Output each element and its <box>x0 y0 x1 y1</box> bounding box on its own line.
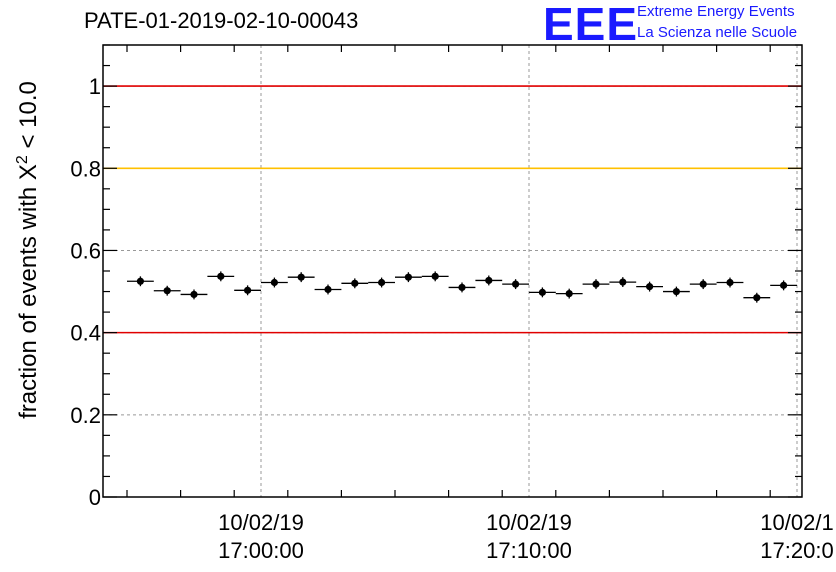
data-marker <box>217 272 225 280</box>
data-marker <box>297 273 305 281</box>
data-marker <box>726 278 734 287</box>
data-point <box>153 285 181 296</box>
data-marker <box>646 283 654 291</box>
data-point <box>770 280 797 291</box>
data-point <box>502 279 529 290</box>
data-marker <box>136 277 144 285</box>
data-point <box>689 279 717 290</box>
data-point <box>314 284 342 295</box>
x-tick-label-date: 10/02/19 <box>486 510 572 535</box>
data-marker <box>780 281 788 289</box>
data-marker <box>270 278 278 287</box>
data-point <box>609 277 637 288</box>
axis-ticks <box>103 44 802 498</box>
y-tick-label: 0.2 <box>70 403 101 428</box>
data-marker <box>753 294 761 302</box>
x-tick-labels: 10/02/19 17:00:00 10/02/19 17:10:00 10/02/1 1… <box>218 510 834 563</box>
logo-line-2: La Scienza nelle Scuole <box>637 24 798 41</box>
data-point <box>716 277 744 288</box>
data-marker <box>511 280 520 288</box>
x-tick-label-date: 10/02/1 <box>760 510 833 535</box>
x-tick-label-time: 17:10:00 <box>486 538 572 563</box>
plot-frame <box>102 44 803 498</box>
data-marker <box>672 287 681 296</box>
data-marker <box>404 273 412 281</box>
data-marker <box>244 286 252 294</box>
logo-line-1: Extreme Energy Events <box>637 3 795 20</box>
eee-logo: EEE <box>543 0 639 50</box>
data-point <box>287 272 315 283</box>
chart-title: PATE-01-2019-02-10-00043 <box>84 8 359 33</box>
data-marker <box>378 278 386 287</box>
y-tick-label: 0.8 <box>70 156 101 181</box>
data-point <box>234 285 261 296</box>
x-tick-label-date: 10/02/19 <box>218 510 304 535</box>
data-marker <box>458 283 466 292</box>
data-point <box>663 286 690 297</box>
data-point <box>421 271 449 282</box>
data-point <box>475 275 503 286</box>
data-points <box>127 271 797 303</box>
data-point <box>368 277 395 288</box>
data-marker <box>190 290 198 299</box>
data-point <box>207 271 235 282</box>
data-point <box>743 292 771 303</box>
data-marker <box>324 285 332 294</box>
reference-lines <box>103 85 802 334</box>
y-axis-label: fraction of events with X2 < 10.0 <box>14 81 42 419</box>
grid-lines <box>103 45 802 497</box>
y-tick-labels: 0 0.2 0.4 0.6 0.8 1 <box>70 74 101 510</box>
data-marker <box>163 287 171 295</box>
y-tick-label: 0 <box>89 485 101 510</box>
data-marker <box>538 288 547 296</box>
data-marker <box>431 272 439 280</box>
data-marker <box>699 280 707 288</box>
data-point <box>448 282 476 293</box>
x-tick-label-time: 17:20:0 <box>760 538 833 563</box>
data-point <box>636 281 663 292</box>
data-marker <box>592 280 600 288</box>
y-tick-label: 0.6 <box>70 238 101 263</box>
y-tick-label: 1 <box>89 74 101 99</box>
data-point <box>582 279 610 290</box>
data-point <box>127 276 154 287</box>
y-tick-label: 0.4 <box>70 321 101 346</box>
data-point <box>180 289 208 300</box>
data-marker <box>485 276 493 285</box>
data-point <box>261 277 288 288</box>
data-marker <box>351 279 359 287</box>
data-marker <box>565 290 573 298</box>
data-marker <box>619 278 627 286</box>
x-tick-label-time: 17:00:00 <box>218 538 304 563</box>
data-point <box>529 287 556 298</box>
data-point <box>341 278 369 289</box>
data-point <box>555 288 583 299</box>
data-point <box>395 272 422 283</box>
